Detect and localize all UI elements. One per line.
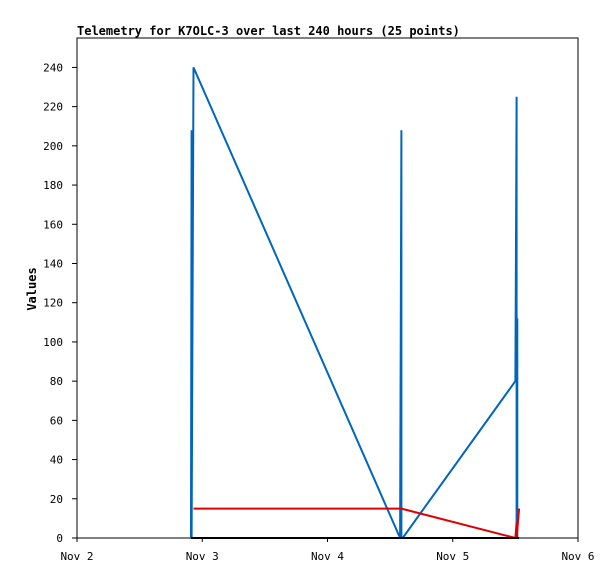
plot-area [76,37,579,539]
y-tick-label: 140 [43,257,63,270]
x-axis: Nov 2 Nov 3 Nov 4 Nov 5 Nov 6 [60,538,595,563]
y-tick-label: 0 [56,532,63,545]
y-tick-label: 20 [50,493,63,506]
x-tick-label: Nov 2 [60,550,93,563]
series-line-2 [193,507,521,540]
y-tick-label: 120 [43,297,63,310]
y-tick-label: 200 [43,140,63,153]
series-layer [190,66,521,540]
x-tick-label: Nov 4 [311,550,344,563]
y-tick-label: 100 [43,336,63,349]
x-tick-label: Nov 3 [186,550,219,563]
x-tick-label: Nov 6 [561,550,594,563]
x-tick-label: Nov 5 [436,550,469,563]
y-tick-label: 180 [43,179,63,192]
chart-title: Telemetry for K7OLC-3 over last 240 hour… [77,24,460,38]
y-tick-label: 220 [43,101,63,114]
y-axis-label: Values [25,267,39,310]
y-tick-label: 60 [50,414,63,427]
y-tick-label: 160 [43,218,63,231]
y-tick-label: 80 [50,375,63,388]
y-tick-label: 40 [50,454,63,467]
y-axis: 0 20 40 60 80 100 120 140 160 180 200 220 240 [43,61,77,545]
y-tick-label: 240 [43,61,63,74]
